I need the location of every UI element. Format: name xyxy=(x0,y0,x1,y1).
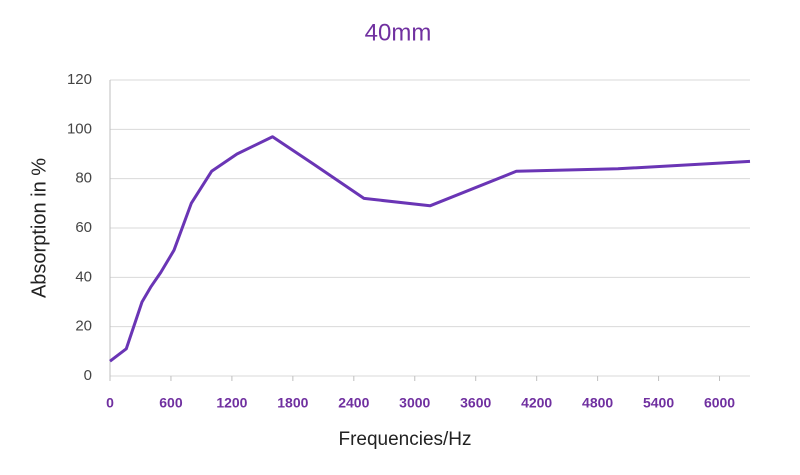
y-tick-label: 40 xyxy=(75,268,92,285)
x-tick-label: 1200 xyxy=(216,395,247,411)
x-tick-label: 3000 xyxy=(399,395,430,411)
x-tick-label: 2400 xyxy=(338,395,369,411)
x-tick-label: 3600 xyxy=(460,395,491,411)
x-tick-label: 0 xyxy=(106,395,114,411)
x-tick-label: 4800 xyxy=(582,395,613,411)
x-tick-label: 1800 xyxy=(277,395,308,411)
y-tick-label: 120 xyxy=(67,71,92,88)
y-tick-label: 60 xyxy=(75,219,92,236)
y-axis-label: Absorption in % xyxy=(28,158,50,298)
x-tick-label: 4200 xyxy=(521,395,552,411)
chart-title: 40mm xyxy=(365,19,432,46)
x-tick-label: 600 xyxy=(159,395,183,411)
x-tick-label: 5400 xyxy=(643,395,674,411)
y-tick-label: 0 xyxy=(84,367,92,384)
y-tick-label: 100 xyxy=(67,120,92,137)
data-line xyxy=(109,135,751,363)
x-tick-label: 6000 xyxy=(704,395,735,411)
x-axis-label: Frequencies/Hz xyxy=(338,429,471,450)
y-tick-label: 20 xyxy=(75,318,92,335)
y-tick-label: 80 xyxy=(75,170,92,187)
